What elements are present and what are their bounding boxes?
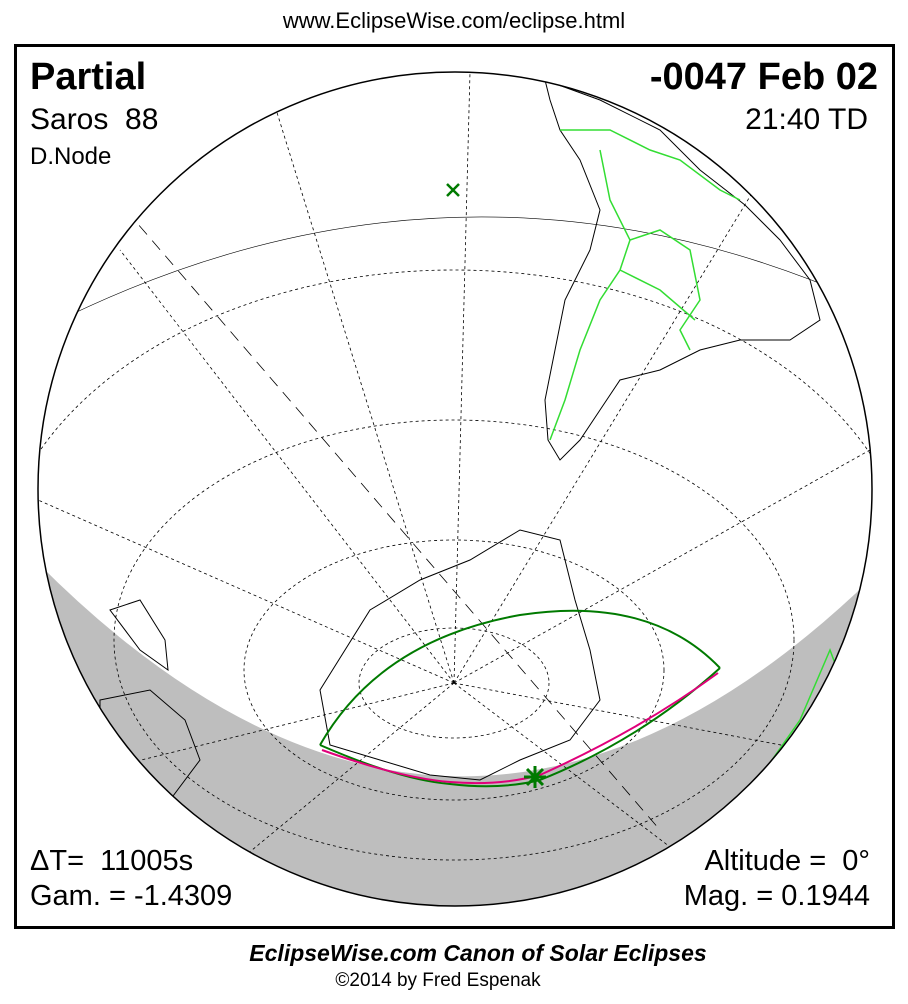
eclipse-center-line	[321, 672, 719, 785]
eclipse-date: -0047 Feb 02	[649, 56, 878, 98]
graticule	[38, 72, 872, 906]
subsolar-x-marker	[446, 183, 460, 197]
map-frame	[14, 44, 895, 929]
globe	[38, 72, 872, 906]
magnitude: Mag. = 0.1944	[683, 880, 870, 912]
eclipse-type: Partial	[30, 56, 147, 98]
saros-number: Saros 88	[30, 103, 159, 136]
gamma: Gam. = -1.4309	[30, 880, 233, 912]
footer-title: EclipseWise.com Canon of Solar Eclipses	[249, 940, 707, 966]
node: D.Node	[30, 143, 112, 170]
url-header: www.EclipseWise.com/eclipse.html	[282, 8, 626, 33]
delta-t: ΔT= 11005s	[30, 845, 194, 877]
night-region	[38, 555, 872, 906]
eclipse-limit-north	[319, 609, 721, 746]
altitude: Altitude = 0°	[704, 845, 870, 877]
footer-copyright: ©2014 by Fred Espenak	[335, 970, 541, 991]
eclipse-time: 21:40 TD	[745, 103, 868, 136]
greatest-eclipse-star	[524, 766, 546, 788]
